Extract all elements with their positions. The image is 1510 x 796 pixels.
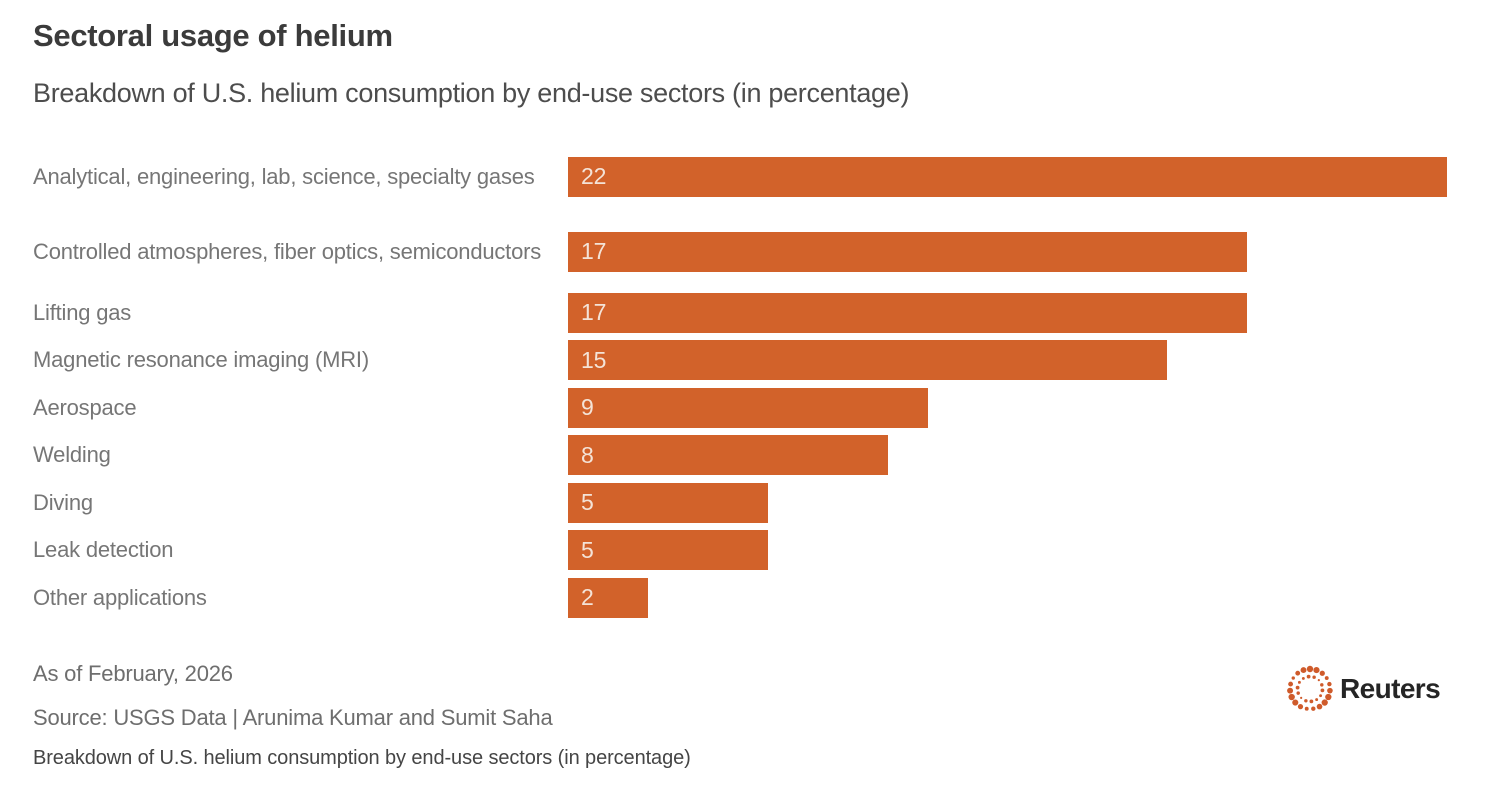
category-label: Analytical, engineering, lab, science, s… [33, 163, 535, 189]
bar-value-label: 8 [581, 441, 594, 468]
bar-value-label: 2 [581, 584, 594, 611]
category-label: Magnetic resonance imaging (MRI) [33, 347, 369, 373]
bar: 15 [568, 340, 1168, 381]
bar: 17 [568, 231, 1248, 272]
chart-subtitle: Breakdown of U.S. helium consumption by … [33, 78, 910, 108]
bar-track: 5 [568, 530, 1447, 571]
chart-row: Analytical, engineering, lab, science, s… [33, 139, 1447, 214]
chart-row: Other applications 2 [33, 574, 1447, 622]
bar-track: 17 [568, 231, 1447, 272]
bar-chart: Analytical, engineering, lab, science, s… [33, 139, 1447, 622]
bar-value-label: 15 [581, 346, 607, 373]
bar-track: 8 [568, 435, 1447, 476]
bar: 17 [568, 292, 1248, 333]
bar: 5 [568, 482, 768, 523]
bar-value-label: 5 [581, 489, 594, 516]
reuters-dots-icon [1287, 665, 1333, 711]
reuters-logo-text: Reuters [1340, 673, 1441, 704]
bar-track: 17 [568, 292, 1447, 333]
bar-value-label: 5 [581, 536, 594, 563]
bar-value-label: 17 [581, 238, 607, 264]
chart-row: Controlled atmospheres, fiber optics, se… [33, 214, 1447, 289]
bar-value-label: 22 [581, 163, 607, 189]
chart-row: Welding 8 [33, 432, 1447, 480]
category-label: Controlled atmospheres, fiber optics, se… [33, 238, 542, 264]
chart-row: Magnetic resonance imaging (MRI) 15 [33, 337, 1447, 385]
alt-caption: Breakdown of U.S. helium consumption by … [33, 747, 691, 769]
bar-value-label: 17 [581, 299, 607, 326]
category-label: Welding [33, 442, 111, 468]
reuters-logo: Reuters [1286, 665, 1441, 713]
chart-row: Leak detection 5 [33, 527, 1447, 575]
bar: 22 [568, 156, 1447, 197]
bar-track: 2 [568, 577, 1447, 618]
bar: 5 [568, 530, 768, 571]
bar-value-label: 9 [581, 394, 594, 421]
chart-row: Diving 5 [33, 479, 1447, 527]
bar-track: 15 [568, 340, 1447, 381]
source-credit: Source: USGS Data | Arunima Kumar and Su… [33, 705, 553, 730]
chart-row: Aerospace 9 [33, 384, 1447, 432]
page-title: Sectoral usage of helium [33, 18, 393, 53]
bar-track: 22 [568, 156, 1447, 197]
bar: 9 [568, 387, 928, 428]
bar: 8 [568, 435, 888, 476]
bar-track: 5 [568, 482, 1447, 523]
category-label: Leak detection [33, 537, 174, 563]
chart-row: Lifting gas 17 [33, 289, 1447, 337]
category-label: Diving [33, 489, 93, 515]
bar: 2 [568, 577, 648, 618]
category-label: Lifting gas [33, 299, 132, 325]
bar-track: 9 [568, 387, 1447, 428]
as-of-date: As of February, 2026 [33, 661, 233, 686]
category-label: Other applications [33, 584, 207, 610]
chart-rows: Analytical, engineering, lab, science, s… [33, 139, 1447, 622]
reuters-logo-dots [1287, 665, 1333, 711]
category-label: Aerospace [33, 394, 137, 420]
